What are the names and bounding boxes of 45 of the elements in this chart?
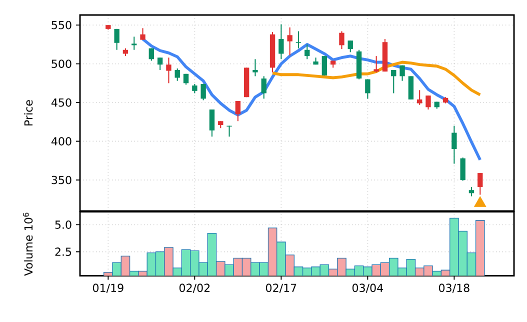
- candlestick: [166, 57, 172, 84]
- y-axis-title: Volume 10$^{6}$: [22, 212, 33, 276]
- y-tick-label: 350: [52, 176, 72, 184]
- x-tick-label: 03/18: [438, 284, 470, 293]
- y-tick-label: 550: [52, 20, 72, 30]
- candlestick: [148, 48, 154, 62]
- candlestick: [192, 83, 198, 94]
- x-tick-label: 01/19: [92, 284, 124, 293]
- y-tick-label: 450: [51, 98, 72, 107]
- candlestick: [374, 56, 379, 73]
- candlestick: [400, 64, 405, 82]
- candlestick: [304, 44, 310, 60]
- candlestick: [296, 30, 302, 49]
- candlestick: [209, 108, 215, 138]
- candlestick: [460, 157, 466, 182]
- x-tick-label: 02/17: [266, 284, 296, 293]
- y-axis-title: Price: [24, 100, 33, 126]
- y-tick-label: 2.5: [55, 248, 72, 256]
- candlestick: [278, 24, 284, 60]
- candlestick: [365, 78, 370, 100]
- y-tick-label: 400: [51, 137, 72, 146]
- candlestick: [261, 76, 266, 100]
- candlestick: [287, 26, 292, 56]
- candlestick: [174, 68, 180, 82]
- candlestick: [426, 95, 431, 110]
- candlestick: [478, 172, 483, 196]
- candlestick: [339, 30, 344, 50]
- candlestick: [114, 28, 120, 50]
- candlestick: [322, 56, 328, 76]
- candlestick: [408, 76, 414, 100]
- y-tick-label: 500: [52, 60, 72, 68]
- candlestick: [391, 69, 396, 94]
- y-tick-label: 5.0: [55, 220, 72, 229]
- candlestick: [200, 83, 206, 101]
- candlestick: [452, 125, 457, 164]
- x-tick-label: 03/04: [352, 284, 383, 293]
- candlestick: [140, 28, 146, 40]
- candlestick: [252, 58, 258, 77]
- candlestick: [157, 57, 163, 71]
- candlestick: [348, 40, 353, 53]
- candlestick: [132, 36, 137, 50]
- x-tick-label: 02/02: [179, 284, 210, 293]
- candlestick: [468, 186, 474, 197]
- candlestick: [235, 100, 241, 122]
- candlestick: [416, 90, 422, 106]
